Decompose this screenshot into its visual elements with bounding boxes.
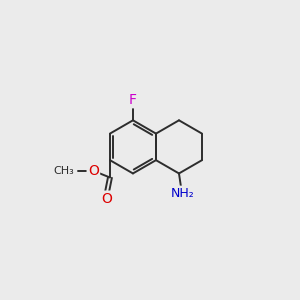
Text: NH₂: NH₂ [170,187,194,200]
Text: O: O [88,164,99,178]
Text: F: F [129,93,137,107]
Text: CH₃: CH₃ [54,166,74,176]
Text: O: O [101,192,112,206]
